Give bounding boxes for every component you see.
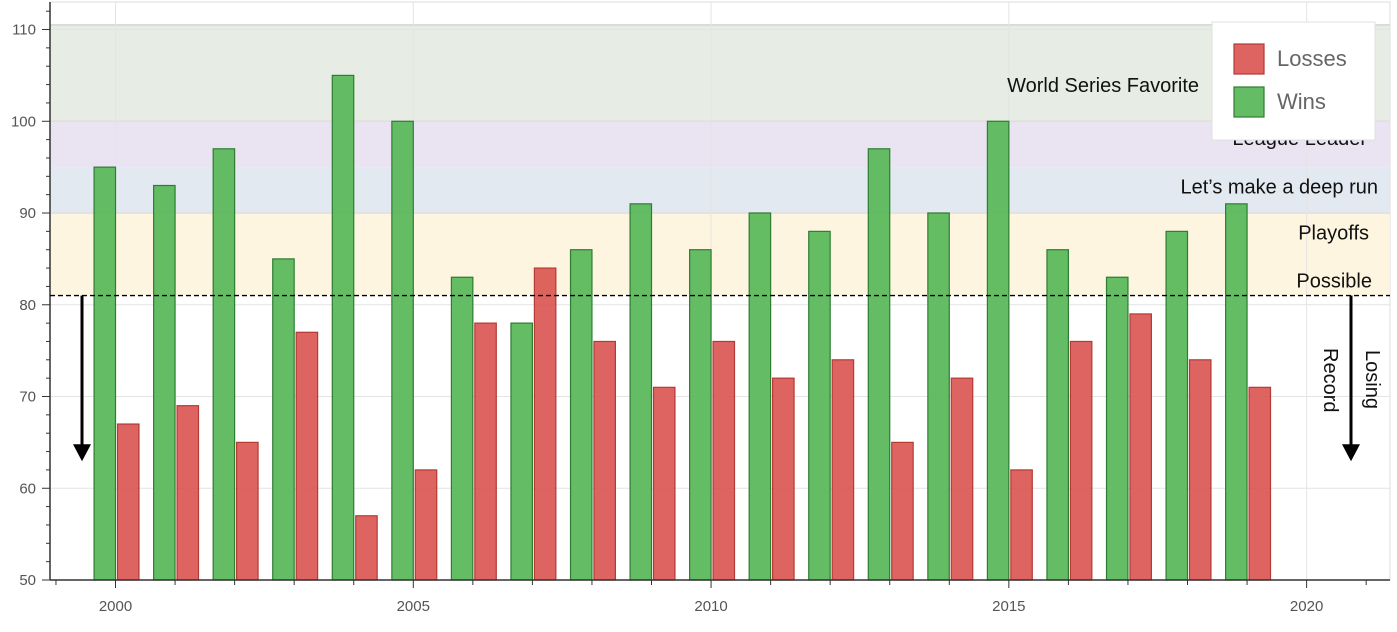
bar-wins-2008 — [569, 249, 593, 581]
arrow-left-head — [73, 444, 91, 462]
bar-losses-2007 — [533, 267, 557, 581]
x-tick-label-2020: 2020 — [1290, 598, 1323, 615]
bar-losses-2008 — [593, 340, 616, 581]
bar-wins-2005 — [391, 120, 414, 581]
bar-losses-2019 — [1248, 386, 1272, 581]
bar-wins-2001 — [153, 184, 176, 581]
x-tick-label-2000: 2000 — [99, 598, 132, 615]
bar-losses-2000 — [116, 423, 140, 581]
bar-losses-2003 — [295, 331, 319, 581]
band-0 — [50, 24, 1390, 122]
bar-wins-2011 — [748, 212, 772, 581]
bar-losses-2013 — [891, 441, 914, 581]
bar-losses-2012 — [831, 359, 855, 581]
legend-swatch-losses — [1233, 43, 1265, 75]
legend-box — [1211, 21, 1376, 141]
bar-losses-2014 — [950, 377, 974, 581]
annotation-layer: World Series FavoriteLeague LeaderLet’s … — [50, 75, 1390, 462]
bar-losses-2005 — [414, 469, 438, 581]
y-tick-label-90: 90 — [19, 205, 36, 222]
band-label-world-series-favorite: World Series Favorite — [1007, 75, 1199, 97]
bars-layer — [93, 74, 1272, 581]
bar-wins-2014 — [927, 212, 950, 581]
bar-wins-2004 — [331, 74, 355, 581]
bar-wins-2000 — [93, 166, 117, 581]
y-tick-label-60: 60 — [19, 480, 36, 497]
bar-losses-2004 — [355, 515, 378, 581]
bar-losses-2009 — [652, 386, 676, 581]
bar-losses-2010 — [712, 340, 736, 581]
legend-label-losses: Losses — [1277, 46, 1347, 71]
band-label-deep-run: Let’s make a deep run — [1180, 177, 1378, 199]
bar-wins-2007 — [510, 322, 533, 581]
bar-wins-2003 — [272, 258, 295, 581]
arrow-right-head — [1342, 444, 1360, 462]
y-tick-label-50: 50 — [19, 572, 36, 589]
bar-wins-2012 — [808, 230, 831, 581]
bar-losses-2017 — [1129, 313, 1152, 581]
x-tick-label-2005: 2005 — [397, 598, 430, 615]
bar-wins-2010 — [689, 249, 712, 581]
bar-wins-2019 — [1225, 203, 1248, 581]
bar-losses-2018 — [1188, 359, 1212, 581]
band-1 — [50, 121, 1390, 168]
y-tick-label-80: 80 — [19, 297, 36, 314]
bar-losses-2011 — [772, 377, 795, 581]
bar-losses-2001 — [176, 405, 200, 581]
bar-wins-2009 — [629, 203, 653, 581]
band-2 — [50, 167, 1390, 214]
bar-losses-2016 — [1069, 340, 1093, 581]
bar-wins-2002 — [212, 148, 236, 581]
axes-layer: 50 60 70 80 90 100 110 2000 2005 2010 2015 2020 — [11, 2, 1390, 615]
y-tick-label-110: 110 — [12, 22, 36, 39]
y-tick-label-100: 100 — [11, 113, 36, 130]
legend-swatch-wins — [1233, 86, 1265, 118]
bar-wins-2013 — [867, 148, 891, 581]
x-tick-label-2010: 2010 — [694, 598, 727, 615]
bar-losses-2002 — [236, 441, 259, 581]
band-label-playoffs: Playoffs — [1298, 223, 1369, 245]
losing-label: Losing — [1361, 350, 1383, 409]
y-tick-label-70: 70 — [19, 389, 36, 406]
legend-label-wins: Wins — [1277, 89, 1326, 114]
bar-wins-2016 — [1046, 249, 1069, 581]
bar-losses-2006 — [474, 322, 497, 581]
band-3 — [50, 213, 1390, 296]
x-tick-label-2015: 2015 — [992, 598, 1025, 615]
bar-wins-2018 — [1165, 230, 1189, 581]
bar-wins-2017 — [1105, 276, 1129, 581]
bar-losses-2015 — [1010, 469, 1033, 581]
record-label: Record — [1319, 348, 1341, 412]
band-label-possible: Possible — [1296, 270, 1372, 292]
bar-wins-2006 — [450, 276, 474, 581]
legend: Losses Wins — [1211, 21, 1376, 141]
bar-wins-2015 — [986, 120, 1010, 581]
